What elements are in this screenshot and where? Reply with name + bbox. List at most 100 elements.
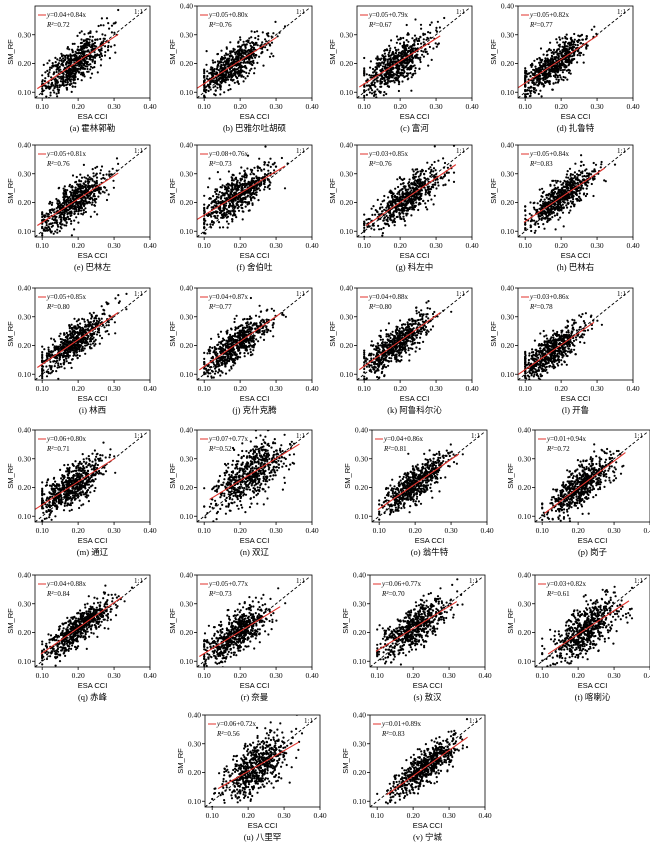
scatter-point: [56, 63, 59, 66]
scatter-point: [270, 52, 273, 55]
scatter-point: [65, 224, 68, 227]
scatter-point: [231, 183, 234, 186]
scatter-point: [225, 208, 228, 211]
scatter-point: [96, 189, 99, 192]
scatter-point: [78, 56, 82, 59]
scatter-point: [423, 176, 426, 179]
scatter-point: [244, 184, 247, 187]
scatter-point: [84, 210, 87, 214]
x-tick-label: 0.10: [36, 102, 49, 111]
scatter-point: [379, 203, 383, 206]
scatter-point: [249, 173, 252, 176]
scatter-point: [552, 211, 556, 214]
scatter-point: [422, 199, 425, 202]
scatter-point: [561, 71, 565, 74]
scatter-point: [363, 213, 366, 216]
scatter-point: [407, 61, 410, 64]
scatter-point: [54, 61, 57, 64]
scatter-point: [111, 173, 114, 176]
scatter-point: [397, 83, 401, 86]
scatter-point: [396, 192, 399, 195]
scatter-point: [389, 200, 393, 203]
scatter-point: [56, 202, 59, 205]
scatter-point: [73, 228, 76, 231]
scatter-point: [527, 81, 530, 84]
scatter-point: [381, 61, 384, 64]
x-axis-label: ESA CCI: [78, 251, 108, 260]
scatter-point: [524, 67, 527, 70]
scatter-point: [209, 88, 212, 91]
scatter-point: [524, 69, 527, 72]
scatter-point: [367, 88, 370, 91]
scatter-point: [54, 77, 57, 80]
scatter-point: [573, 171, 577, 174]
scatter-point: [91, 168, 94, 171]
scatter-point: [62, 57, 65, 60]
scatter-point: [388, 191, 391, 194]
r2-value: R²=0.76: [368, 160, 392, 168]
scatter-point: [218, 226, 221, 229]
scatter-point: [449, 164, 452, 167]
scatter-point: [420, 192, 423, 195]
scatter-point: [74, 85, 77, 88]
scatter-point: [557, 57, 560, 61]
scatter-point: [538, 69, 541, 72]
scatter-point: [430, 173, 433, 176]
scatter-point: [59, 211, 62, 214]
scatter-point: [263, 185, 267, 189]
scatter-point: [558, 52, 561, 55]
scatter-point: [261, 51, 264, 54]
plot-frame: [517, 5, 634, 99]
scatter-point: [92, 42, 95, 46]
scatter-point: [555, 70, 558, 73]
scatter-point: [223, 204, 226, 207]
scatter-point: [93, 180, 96, 183]
scatter-point: [59, 84, 62, 87]
x-tick-label: 0.20: [234, 102, 247, 111]
scatter-point: [203, 210, 206, 214]
scatter-point: [217, 221, 221, 224]
scatter-point: [82, 163, 85, 166]
scatter-point: [45, 95, 48, 98]
scatter-point: [419, 56, 422, 59]
scatter-point: [565, 61, 568, 64]
scatter-point: [50, 211, 53, 214]
scatter-point: [398, 176, 401, 179]
scatter-point: [102, 173, 105, 177]
scatter-point: [555, 78, 558, 81]
scatter-point: [570, 47, 573, 50]
scatter-point: [416, 42, 420, 46]
scatter-point: [576, 61, 579, 64]
scatter-point: [62, 196, 65, 199]
scatter-point: [83, 189, 86, 192]
scatter-point: [255, 193, 258, 197]
scatter-point: [379, 64, 382, 67]
scatter-point: [558, 74, 562, 77]
scatter-point: [59, 80, 63, 83]
scatter-point: [391, 196, 394, 199]
scatter-point: [69, 62, 72, 66]
scatter-point: [61, 77, 64, 80]
scatter-point: [83, 176, 86, 179]
scatter-point: [398, 64, 401, 67]
scatter-point: [226, 182, 229, 185]
scatter-point: [262, 64, 265, 67]
plot-frame: [196, 144, 313, 238]
scatter-point: [266, 34, 269, 37]
scatter-point: [408, 206, 411, 209]
scatter-point: [426, 52, 429, 56]
scatter-point: [104, 186, 107, 189]
scatter-point: [252, 181, 255, 184]
scatter-point: [576, 54, 579, 57]
scatter-point: [252, 172, 255, 175]
scatter-point: [56, 228, 59, 231]
scatter-point: [251, 60, 254, 64]
scatter-point: [422, 41, 425, 44]
scatter-point: [410, 195, 413, 198]
scatter-point: [47, 219, 50, 222]
scatter-point: [81, 52, 84, 55]
scatter-point: [283, 25, 287, 28]
scatter-point: [110, 24, 114, 27]
